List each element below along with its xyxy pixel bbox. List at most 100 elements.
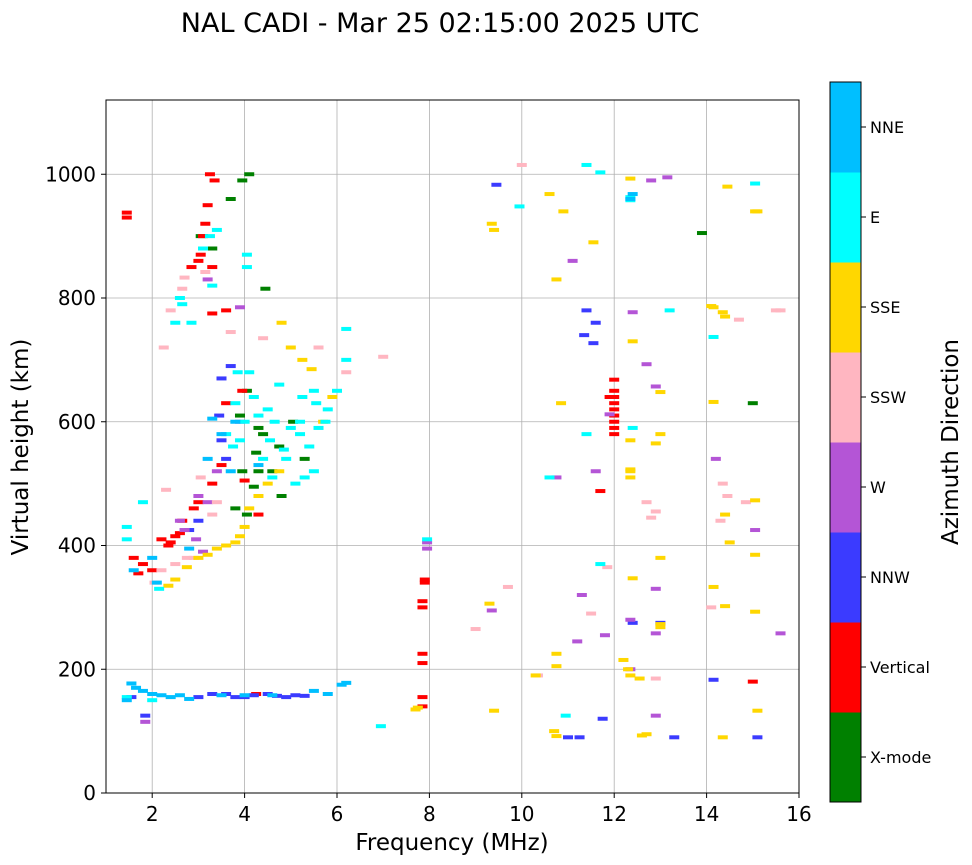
data-point-e (322, 407, 333, 412)
x-tick-label: 10 (509, 802, 534, 826)
data-point-nne (308, 688, 319, 693)
data-point-nne (225, 469, 236, 474)
data-point-sse (750, 498, 761, 503)
x-tick-label: 14 (694, 802, 719, 826)
data-point-e (248, 395, 259, 399)
data-point-w (211, 469, 222, 474)
data-point-ssw (195, 475, 206, 480)
data-point-sse (230, 540, 241, 545)
data-point-nnw (230, 695, 241, 700)
data-point-nne (184, 696, 195, 701)
data-point-vertical (417, 651, 428, 656)
axis-ticks: 2 4 6 8 10 12 14 16 0 200 400 600 800 1000 (45, 162, 812, 826)
y-tick-label: 1000 (45, 162, 96, 186)
data-point-sse (720, 604, 731, 609)
x-axis-label: Frequency (MHz) (355, 830, 548, 856)
data-point-sse (752, 708, 763, 713)
data-point-vertical (609, 419, 620, 424)
colorbar-tick-label: W (870, 478, 886, 497)
data-point-ssw (161, 487, 172, 492)
data-point-sse (623, 667, 634, 672)
data-point-ssw (200, 270, 211, 275)
data-point-vertical (195, 252, 206, 257)
data-point-vertical (121, 215, 132, 220)
data-point-vertical (163, 543, 174, 548)
data-point-e (308, 469, 319, 474)
data-point-nnw (581, 308, 592, 313)
y-axis-label: Virtual height (km) (8, 339, 34, 556)
data-point-sse (708, 399, 719, 404)
data-point-vertical (419, 577, 430, 582)
x-tick-label: 2 (146, 802, 159, 826)
data-point-ssw (733, 317, 744, 322)
data-point-ssw (179, 275, 190, 280)
data-point-x-mode (253, 469, 264, 474)
data-point-sse (706, 304, 717, 309)
data-point-e (262, 407, 273, 412)
colorbar-segment (830, 622, 861, 713)
data-point-sse (627, 576, 638, 581)
data-point-sse (234, 534, 245, 539)
data-point-ssw (516, 162, 527, 167)
data-point-e (750, 181, 761, 186)
data-point-nnw (225, 364, 236, 369)
data-point-vertical (204, 172, 215, 177)
data-point-e (311, 401, 322, 406)
x-tick-label: 8 (423, 802, 436, 826)
data-points (121, 162, 786, 740)
colorbar-tick-label: NNE (870, 118, 904, 137)
data-point-x-mode (260, 286, 271, 291)
data-point-ssw (170, 562, 181, 567)
data-point-e (332, 388, 342, 393)
data-point-e (544, 475, 555, 480)
data-point-e (186, 320, 197, 325)
data-point-vertical (156, 537, 167, 542)
data-point-x-mode (225, 197, 236, 201)
data-point-e (230, 401, 241, 406)
data-point-ssw (740, 500, 751, 505)
data-point-w (179, 528, 190, 533)
data-point-e (234, 438, 245, 443)
data-point-nne (184, 546, 195, 551)
data-point-w (486, 608, 497, 613)
data-point-w (567, 258, 578, 263)
data-point-nne (174, 693, 185, 698)
colorbar-segment (830, 82, 861, 173)
data-point-e (177, 302, 188, 307)
data-point-x-mode (244, 172, 255, 177)
data-point-x-mode (258, 432, 269, 437)
data-point-e (121, 524, 132, 529)
data-point-sse (558, 209, 569, 214)
colorbar-tick-label: X-mode (870, 748, 931, 767)
data-point-nne (156, 693, 167, 698)
data-point-ssw (586, 611, 597, 616)
data-point-w (775, 631, 786, 636)
data-point-ssw (181, 555, 192, 560)
data-point-ssw (502, 584, 513, 589)
data-point-sse (752, 209, 763, 214)
y-tick-label: 0 (83, 781, 96, 805)
data-point-e (664, 308, 675, 313)
data-point-nnw (563, 735, 573, 740)
data-point-x-mode (251, 450, 262, 455)
data-point-x-mode (267, 469, 278, 474)
data-point-e (154, 586, 165, 591)
data-point-vertical (609, 425, 620, 430)
data-point-vertical (207, 481, 218, 486)
data-point-e (241, 265, 252, 270)
data-point-sse (484, 601, 495, 606)
data-point-sse (274, 469, 285, 474)
data-point-vertical (170, 534, 181, 539)
data-point-e (299, 475, 310, 480)
data-point-nne (253, 463, 264, 468)
data-point-vertical (207, 265, 218, 270)
data-point-w (646, 178, 657, 183)
data-point-vertical (209, 178, 220, 183)
data-point-nne (121, 698, 132, 703)
data-point-e (253, 413, 264, 418)
data-point-vertical (137, 562, 148, 567)
data-point-vertical (186, 265, 197, 270)
data-point-nne (216, 693, 227, 698)
data-point-x-mode (253, 425, 264, 430)
data-point-vertical (193, 500, 204, 505)
